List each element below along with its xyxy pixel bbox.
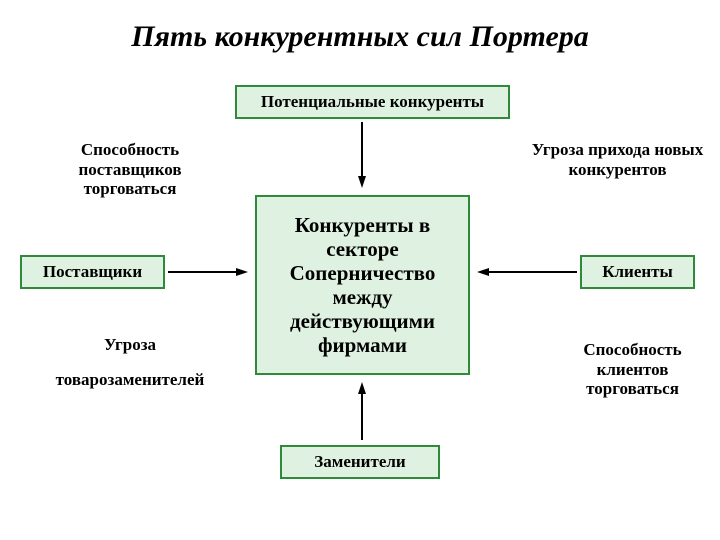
arrows-layer [0,0,720,540]
